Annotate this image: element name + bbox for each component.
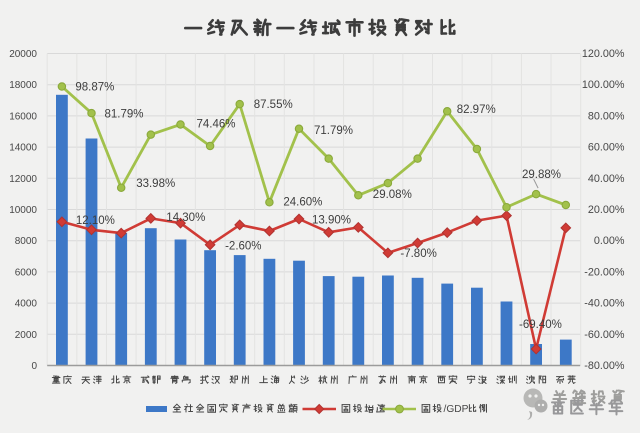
svg-text:13.90%: 13.90%	[312, 215, 351, 227]
svg-text:100.00%: 100.00%	[582, 79, 625, 91]
svg-text:4000: 4000	[15, 299, 38, 310]
svg-text:2000: 2000	[15, 330, 38, 341]
svg-text:24.60%: 24.60%	[283, 196, 322, 208]
svg-text:16000: 16000	[9, 111, 37, 122]
svg-text:18000: 18000	[9, 80, 37, 91]
svg-text:29.88%: 29.88%	[522, 169, 561, 181]
svg-text:98.87%: 98.87%	[75, 82, 114, 94]
svg-text:-69.40%: -69.40%	[519, 319, 562, 331]
svg-text:12000: 12000	[9, 174, 37, 185]
svg-text:74.46%: 74.46%	[197, 119, 236, 131]
svg-text:-80.00%: -80.00%	[584, 360, 625, 372]
svg-text:20000: 20000	[9, 49, 37, 60]
svg-text:-7.80%: -7.80%	[400, 248, 436, 260]
svg-text:0: 0	[31, 361, 37, 372]
svg-text:120.00%: 120.00%	[582, 48, 625, 60]
svg-text:29.08%: 29.08%	[373, 189, 412, 201]
svg-text:-60.00%: -60.00%	[584, 329, 625, 341]
svg-text:10000: 10000	[9, 205, 37, 216]
svg-text:82.97%: 82.97%	[457, 104, 496, 116]
svg-text:6000: 6000	[15, 267, 38, 278]
svg-text:33.98%: 33.98%	[136, 178, 175, 190]
svg-text:40.00%: 40.00%	[588, 173, 625, 185]
svg-text:71.79%: 71.79%	[314, 125, 353, 137]
svg-text:8000: 8000	[15, 236, 38, 247]
svg-text:14000: 14000	[9, 143, 37, 154]
svg-text:-40.00%: -40.00%	[584, 298, 625, 310]
svg-text:/GDP: /GDP	[444, 404, 469, 415]
svg-text:0.00%: 0.00%	[594, 235, 625, 247]
svg-text:81.79%: 81.79%	[105, 109, 144, 121]
svg-text:-2.60%: -2.60%	[225, 241, 261, 253]
svg-text:12.10%: 12.10%	[76, 215, 115, 227]
svg-text:87.55%: 87.55%	[254, 99, 293, 111]
svg-text:60.00%: 60.00%	[588, 142, 625, 154]
svg-text:-20.00%: -20.00%	[584, 266, 625, 278]
svg-text:80.00%: 80.00%	[588, 110, 625, 122]
svg-text:14.30%: 14.30%	[166, 212, 205, 224]
svg-text:20.00%: 20.00%	[588, 204, 625, 216]
